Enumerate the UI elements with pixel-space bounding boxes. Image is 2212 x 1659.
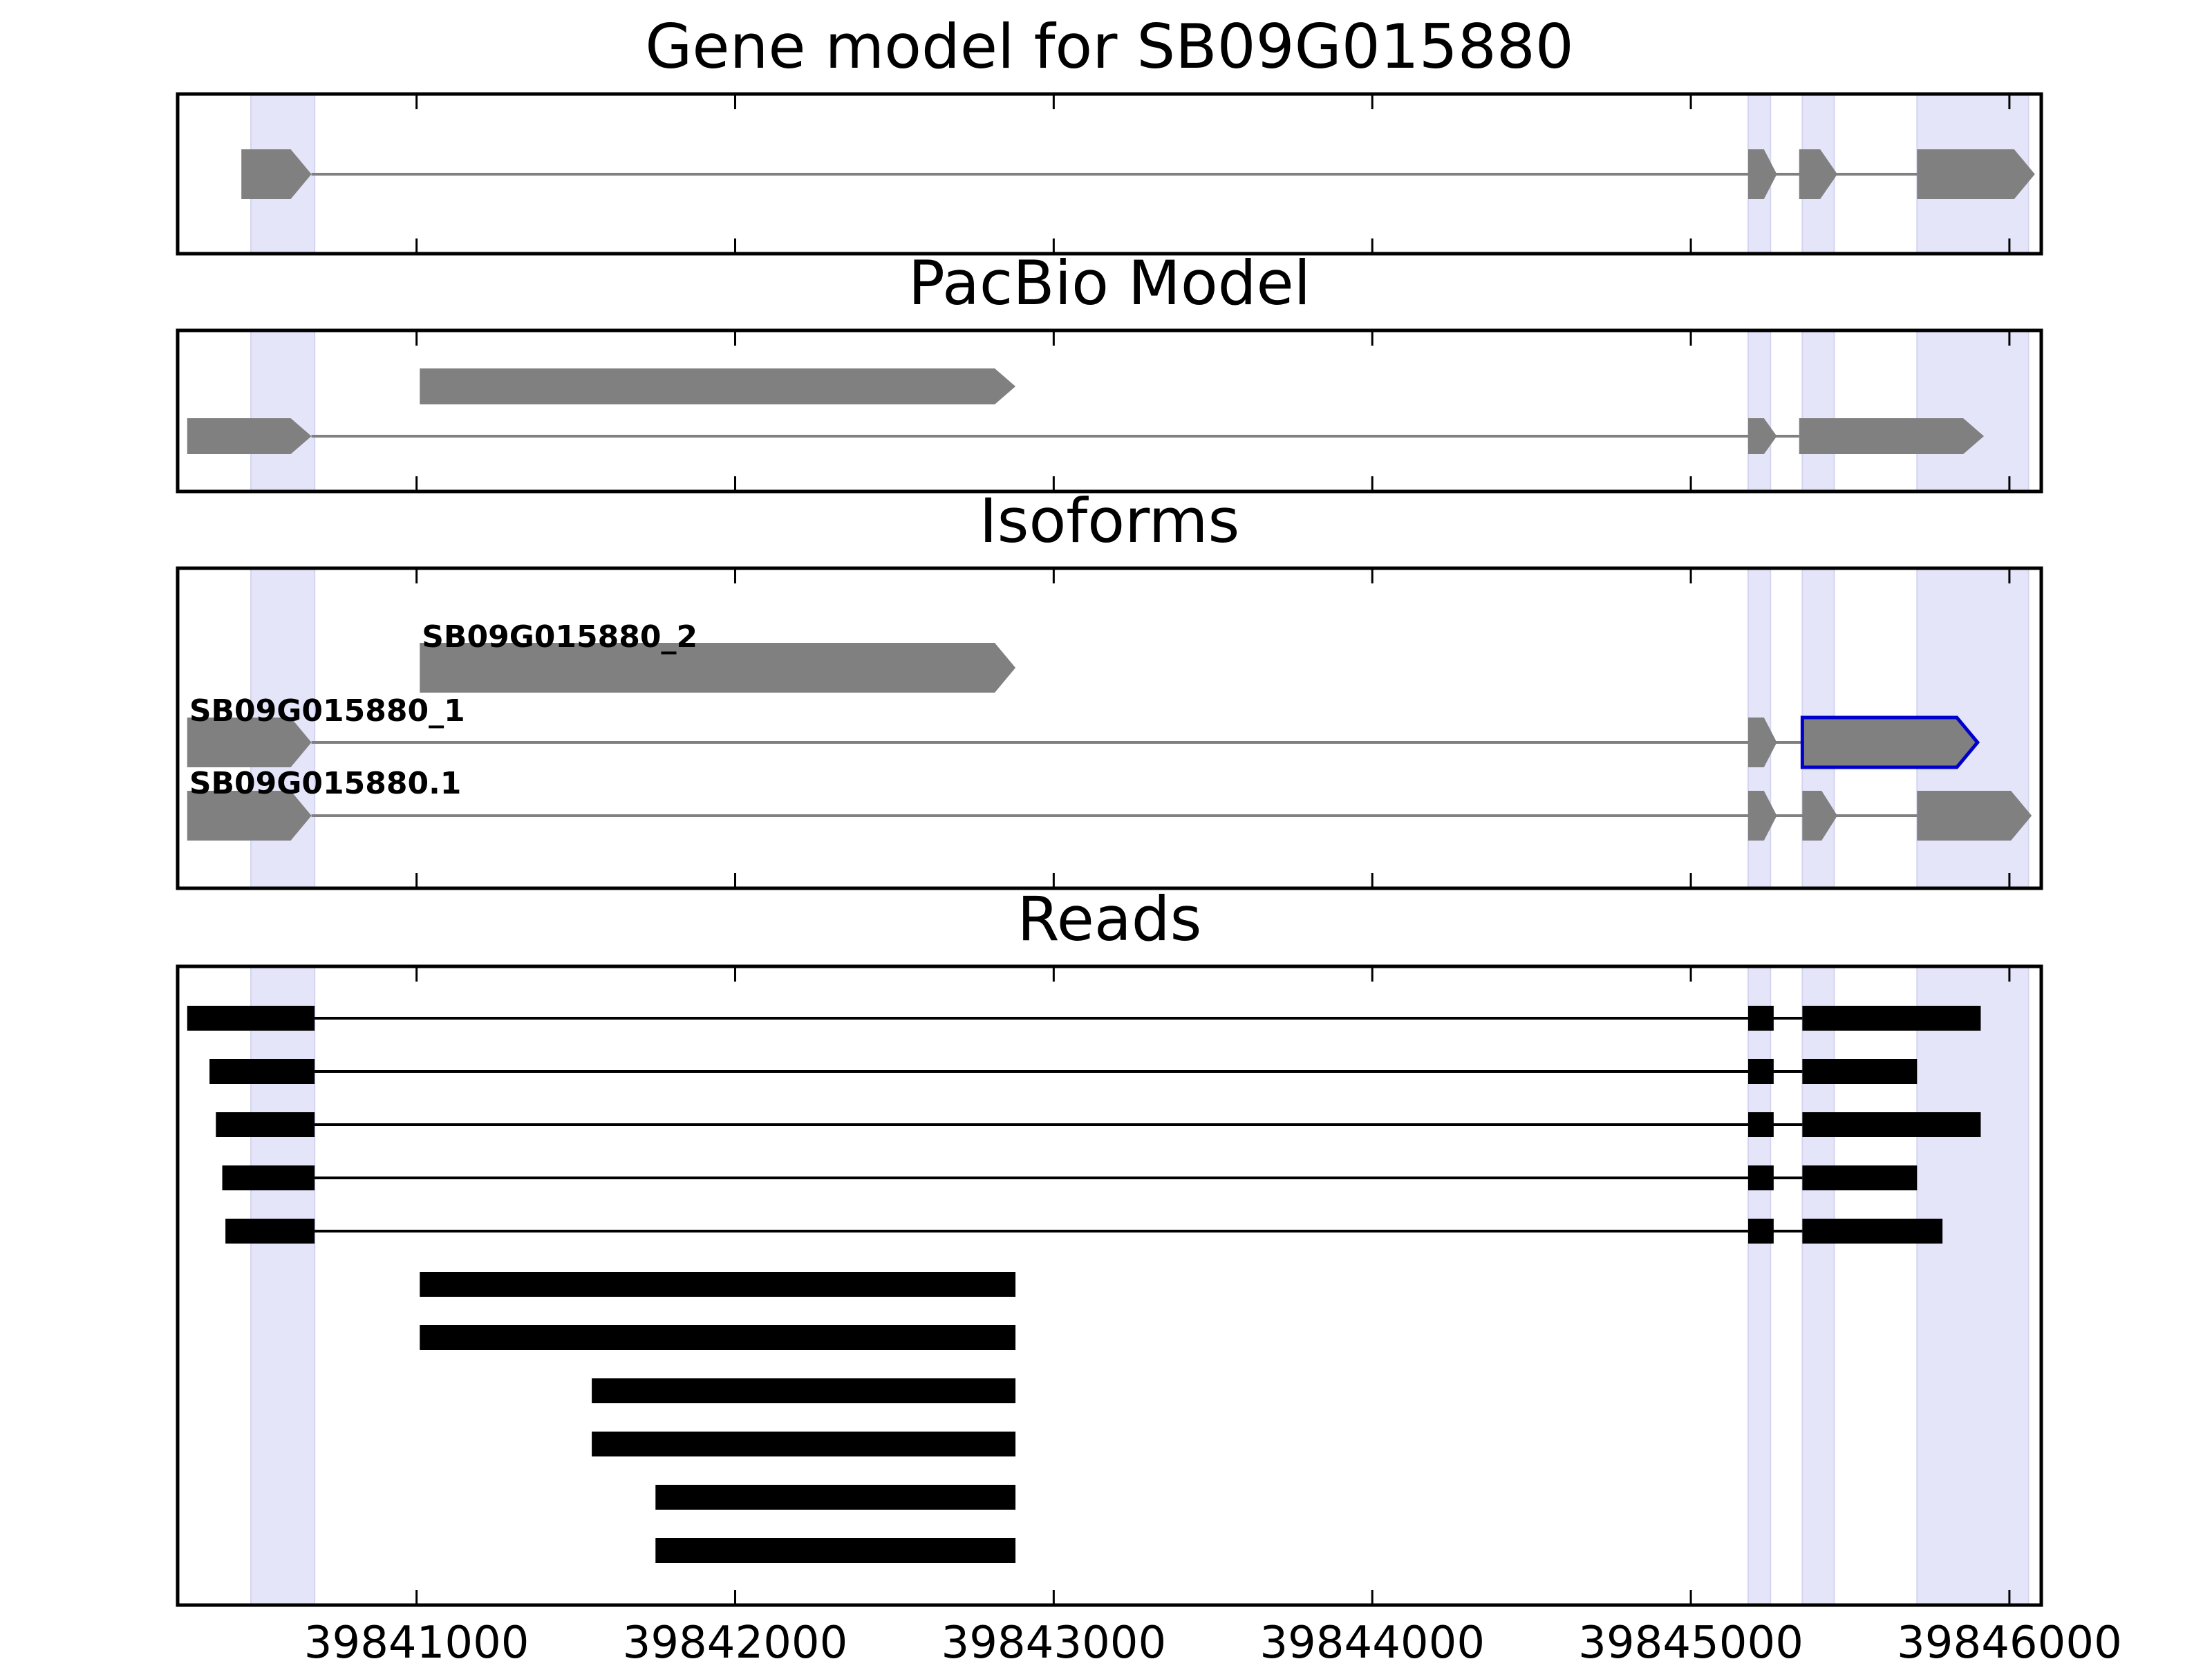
panel-title: Gene model for SB09G015880	[645, 11, 1574, 82]
highlight-band	[250, 330, 316, 492]
read-block	[216, 1112, 315, 1137]
read-block	[1748, 1112, 1774, 1137]
read-row	[592, 1378, 1016, 1403]
read-row	[420, 1272, 1016, 1297]
read-block	[1802, 1059, 1918, 1084]
read-row	[187, 1006, 1981, 1031]
read-block	[655, 1538, 1016, 1563]
exon-block	[1748, 718, 1777, 767]
exon-block	[241, 149, 312, 199]
read-row	[225, 1219, 1943, 1244]
transcript-row: SB09G015880.1	[187, 766, 2032, 841]
read-block	[1748, 1006, 1774, 1031]
read-block	[592, 1432, 1016, 1456]
read-block	[1748, 1219, 1774, 1244]
highlight-band	[1747, 330, 1772, 492]
x-tick-label: 39842000	[623, 1618, 848, 1659]
exon-block	[1799, 418, 1985, 454]
read-block	[209, 1059, 315, 1084]
panels-layer: Gene model for SB09G015880 PacBio Model Is…	[176, 11, 2043, 1607]
exon-block	[420, 368, 1016, 404]
x-tick-label: 39846000	[1897, 1618, 2122, 1659]
panel-4: Reads	[176, 883, 2043, 1607]
read-block	[187, 1006, 315, 1031]
exon-block	[187, 791, 312, 841]
exon-block	[1917, 149, 2035, 199]
exon-block	[1917, 791, 2032, 841]
transcript-row: SB09G015880_1	[187, 693, 1980, 769]
exon-block	[1799, 149, 1838, 199]
x-axis: 39841000 39842000 39843000 39844000 39845000…	[304, 1618, 2122, 1659]
read-block	[1802, 1112, 1981, 1137]
read-block	[1748, 1165, 1774, 1190]
exon-block	[187, 718, 312, 767]
isoform-label: SB09G015880_2	[422, 619, 697, 655]
read-row	[655, 1485, 1016, 1510]
read-block	[225, 1219, 315, 1244]
panel-frame	[176, 92, 2043, 256]
read-block	[420, 1325, 1016, 1350]
read-row	[592, 1432, 1016, 1456]
exon-block	[1748, 149, 1777, 199]
panel-1: Gene model for SB09G015880	[176, 11, 2043, 256]
panel-frame	[176, 566, 2043, 890]
isoform-label: SB09G015880.1	[189, 766, 462, 801]
read-block	[1748, 1059, 1774, 1084]
transcript-row	[420, 368, 1016, 404]
exon-block	[187, 418, 312, 454]
read-block	[1802, 1219, 1943, 1244]
x-tick-label: 39845000	[1578, 1618, 1803, 1659]
exon-block	[1802, 791, 1838, 841]
panel-title: Reads	[1018, 883, 1202, 955]
read-row	[216, 1112, 1981, 1137]
read-row	[222, 1165, 1918, 1190]
panel-title: PacBio Model	[908, 247, 1311, 319]
transcript-row	[241, 149, 2035, 199]
exon-block	[420, 643, 1016, 693]
exon-block	[1748, 418, 1777, 454]
transcript-row	[187, 418, 1985, 454]
exon-block	[1748, 791, 1777, 841]
panel-title: Isoforms	[980, 485, 1240, 556]
panel-frame	[176, 964, 2043, 1607]
highlight-band	[1916, 966, 2030, 1606]
highlight-band	[1916, 330, 2030, 492]
panel-3: Isoforms SB09G015880_2 SB09G015880_1 SB09G0…	[176, 485, 2043, 890]
read-block	[420, 1272, 1016, 1297]
panel-2: PacBio Model	[176, 247, 2043, 494]
read-row	[209, 1059, 1918, 1084]
highlight-band	[1801, 330, 1835, 492]
x-tick-label: 39844000	[1259, 1618, 1485, 1659]
read-block	[592, 1378, 1016, 1403]
x-tick-label: 39843000	[941, 1618, 1166, 1659]
isoform-label: SB09G015880_1	[189, 693, 465, 729]
read-row	[420, 1325, 1016, 1350]
read-block	[1802, 1006, 1981, 1031]
read-block	[222, 1165, 315, 1190]
selected-exon	[1800, 715, 1980, 769]
x-tick-label: 39841000	[304, 1618, 529, 1659]
transcript-row: SB09G015880_2	[420, 619, 1016, 693]
read-block	[655, 1485, 1016, 1510]
panel-frame	[176, 328, 2043, 494]
read-block	[1802, 1165, 1918, 1190]
read-row	[655, 1538, 1016, 1563]
